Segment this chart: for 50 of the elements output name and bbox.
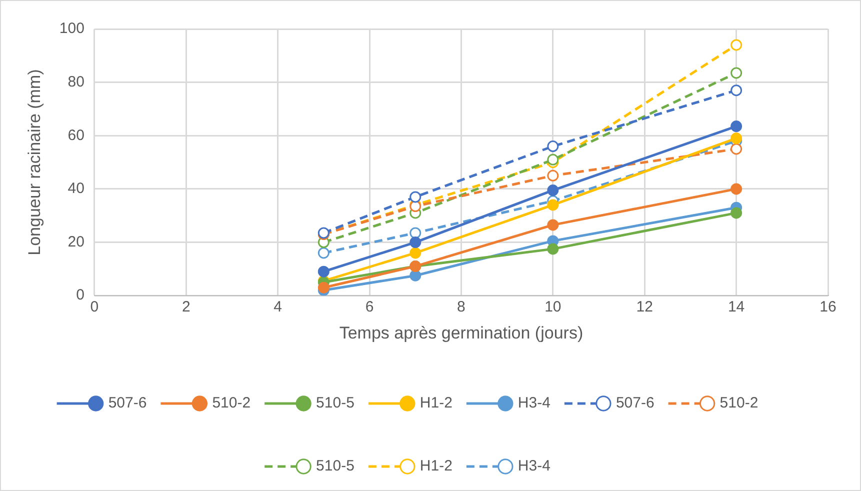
x-tick-label: 14 — [728, 298, 745, 316]
point — [410, 191, 422, 203]
y-tick-label: 60 — [68, 126, 84, 144]
x-axis-title: Temps après germination (jours) — [339, 323, 584, 342]
point — [730, 207, 742, 219]
point — [410, 236, 422, 248]
point — [547, 184, 559, 196]
y-axis-title: Longueur racinaire (mm) — [24, 69, 44, 256]
y-tick-label: 100 — [59, 20, 84, 38]
legend-label: 510-5 — [316, 458, 354, 475]
point — [730, 143, 742, 155]
y-tick-label: 20 — [68, 233, 84, 250]
point — [547, 199, 559, 211]
x-tick-label: 4 — [274, 298, 282, 316]
x-tick-label: 10 — [544, 298, 562, 316]
x-tick-label: 16 — [820, 298, 836, 316]
point — [730, 183, 742, 195]
legend-label: H1-2 — [420, 394, 452, 412]
x-tick-label: 8 — [457, 298, 466, 316]
point — [730, 67, 742, 79]
y-tick-label: 0 — [76, 286, 84, 304]
point — [730, 84, 742, 96]
point — [410, 247, 422, 259]
y-tick-label: 80 — [68, 73, 84, 90]
point — [410, 227, 422, 239]
point — [318, 282, 330, 294]
legend-label: 510-5 — [316, 394, 354, 412]
legend-label: 510-2 — [212, 394, 251, 412]
legend-label: H3-4 — [518, 458, 550, 475]
point — [318, 266, 330, 278]
point — [730, 39, 742, 51]
legend-label: 507-6 — [616, 394, 654, 412]
point — [547, 219, 559, 231]
point — [547, 243, 559, 255]
point — [318, 247, 330, 259]
x-tick-label: 12 — [636, 298, 653, 316]
legend-label: 507-6 — [108, 394, 147, 412]
x-tick-label: 2 — [182, 298, 190, 316]
point — [547, 140, 559, 152]
x-tick-label: 6 — [365, 298, 374, 316]
point — [547, 170, 559, 182]
point — [730, 120, 742, 132]
point — [410, 270, 422, 282]
legend-label: H1-2 — [420, 458, 452, 475]
legend-label: 510-2 — [720, 394, 758, 412]
legend-label: H3-4 — [518, 394, 550, 412]
y-tick-label: 40 — [68, 180, 84, 198]
x-tick-label: 0 — [90, 298, 99, 316]
point — [730, 132, 742, 144]
point — [547, 154, 559, 166]
